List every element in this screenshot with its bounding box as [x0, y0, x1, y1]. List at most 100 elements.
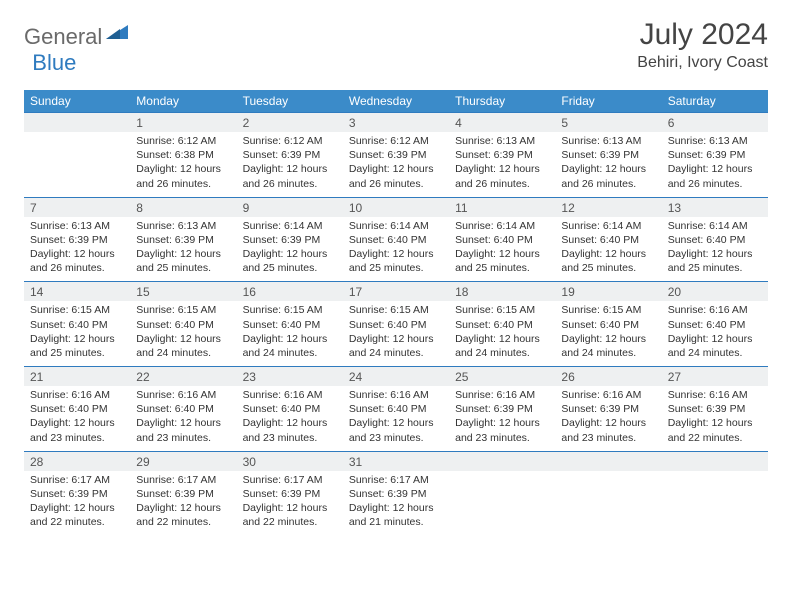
- day-detail-cell: Sunrise: 6:15 AMSunset: 6:40 PMDaylight:…: [449, 301, 555, 366]
- daylight-line: Daylight: 12 hours and 23 minutes.: [136, 416, 230, 444]
- day-number-cell: 11: [449, 197, 555, 217]
- daylight-line: Daylight: 12 hours and 24 minutes.: [349, 332, 443, 360]
- weekday-header-row: Sunday Monday Tuesday Wednesday Thursday…: [24, 90, 768, 113]
- daylight-line: Daylight: 12 hours and 23 minutes.: [30, 416, 124, 444]
- weekday-header: Thursday: [449, 90, 555, 113]
- day-detail-cell: [555, 471, 661, 536]
- sunrise-line: Sunrise: 6:15 AM: [30, 303, 124, 317]
- sunset-line: Sunset: 6:40 PM: [349, 233, 443, 247]
- sunset-line: Sunset: 6:39 PM: [455, 402, 549, 416]
- day-number-cell: 29: [130, 451, 236, 471]
- day-detail-cell: Sunrise: 6:17 AMSunset: 6:39 PMDaylight:…: [130, 471, 236, 536]
- sunrise-line: Sunrise: 6:16 AM: [561, 388, 655, 402]
- sunset-line: Sunset: 6:39 PM: [136, 487, 230, 501]
- day-detail-cell: Sunrise: 6:16 AMSunset: 6:40 PMDaylight:…: [237, 386, 343, 451]
- day-number-cell: [662, 451, 768, 471]
- daylight-line: Daylight: 12 hours and 23 minutes.: [455, 416, 549, 444]
- day-number-cell: 31: [343, 451, 449, 471]
- daylight-line: Daylight: 12 hours and 23 minutes.: [349, 416, 443, 444]
- sunset-line: Sunset: 6:40 PM: [455, 318, 549, 332]
- sunrise-line: Sunrise: 6:14 AM: [455, 219, 549, 233]
- day-detail-cell: Sunrise: 6:12 AMSunset: 6:39 PMDaylight:…: [343, 132, 449, 197]
- sunrise-line: Sunrise: 6:13 AM: [136, 219, 230, 233]
- sunset-line: Sunset: 6:40 PM: [668, 233, 762, 247]
- sunset-line: Sunset: 6:40 PM: [561, 318, 655, 332]
- day-detail-cell: Sunrise: 6:16 AMSunset: 6:40 PMDaylight:…: [343, 386, 449, 451]
- day-detail-cell: Sunrise: 6:14 AMSunset: 6:40 PMDaylight:…: [662, 217, 768, 282]
- day-number-cell: 10: [343, 197, 449, 217]
- sunset-line: Sunset: 6:39 PM: [668, 402, 762, 416]
- sunrise-line: Sunrise: 6:13 AM: [668, 134, 762, 148]
- day-number-cell: 5: [555, 113, 661, 133]
- sunrise-line: Sunrise: 6:15 AM: [136, 303, 230, 317]
- day-detail-cell: Sunrise: 6:17 AMSunset: 6:39 PMDaylight:…: [24, 471, 130, 536]
- sunrise-line: Sunrise: 6:12 AM: [349, 134, 443, 148]
- daylight-line: Daylight: 12 hours and 25 minutes.: [349, 247, 443, 275]
- day-number-cell: 3: [343, 113, 449, 133]
- sunrise-line: Sunrise: 6:16 AM: [30, 388, 124, 402]
- day-number-cell: 28: [24, 451, 130, 471]
- day-number-cell: 24: [343, 367, 449, 387]
- sunset-line: Sunset: 6:40 PM: [30, 402, 124, 416]
- daylight-line: Daylight: 12 hours and 24 minutes.: [668, 332, 762, 360]
- sunrise-line: Sunrise: 6:16 AM: [349, 388, 443, 402]
- sunset-line: Sunset: 6:40 PM: [136, 318, 230, 332]
- logo-triangle-icon: [106, 23, 128, 46]
- day-number-cell: 4: [449, 113, 555, 133]
- weekday-header: Friday: [555, 90, 661, 113]
- day-number-cell: 27: [662, 367, 768, 387]
- day-detail-row: Sunrise: 6:16 AMSunset: 6:40 PMDaylight:…: [24, 386, 768, 451]
- sunset-line: Sunset: 6:40 PM: [30, 318, 124, 332]
- day-number-cell: 30: [237, 451, 343, 471]
- day-number-cell: 21: [24, 367, 130, 387]
- day-number-cell: 7: [24, 197, 130, 217]
- sunset-line: Sunset: 6:39 PM: [668, 148, 762, 162]
- sunrise-line: Sunrise: 6:16 AM: [136, 388, 230, 402]
- day-detail-cell: Sunrise: 6:13 AMSunset: 6:39 PMDaylight:…: [449, 132, 555, 197]
- day-detail-cell: Sunrise: 6:14 AMSunset: 6:39 PMDaylight:…: [237, 217, 343, 282]
- day-number-cell: 2: [237, 113, 343, 133]
- daylight-line: Daylight: 12 hours and 26 minutes.: [455, 162, 549, 190]
- daylight-line: Daylight: 12 hours and 22 minutes.: [136, 501, 230, 529]
- month-title: July 2024: [637, 18, 768, 52]
- weekday-header: Sunday: [24, 90, 130, 113]
- day-detail-row: Sunrise: 6:12 AMSunset: 6:38 PMDaylight:…: [24, 132, 768, 197]
- daylight-line: Daylight: 12 hours and 23 minutes.: [561, 416, 655, 444]
- day-detail-row: Sunrise: 6:13 AM Sunset: 6:39 PM Daylight:…: [24, 217, 768, 282]
- sunrise-line: Sunrise: 6:16 AM: [455, 388, 549, 402]
- day-detail-cell: Sunrise: 6:12 AMSunset: 6:39 PMDaylight:…: [237, 132, 343, 197]
- weekday-header: Monday: [130, 90, 236, 113]
- sunset-line: Sunset: 6:39 PM: [30, 233, 124, 247]
- day-number-cell: 9: [237, 197, 343, 217]
- daylight-line: Daylight: 12 hours and 24 minutes.: [561, 332, 655, 360]
- day-detail-cell: Sunrise: 6:14 AMSunset: 6:40 PMDaylight:…: [449, 217, 555, 282]
- daylight-line: Daylight: 12 hours and 25 minutes.: [668, 247, 762, 275]
- sunrise-line: Sunrise: 6:17 AM: [349, 473, 443, 487]
- sunset-line: Sunset: 6:39 PM: [243, 487, 337, 501]
- day-detail-cell: Sunrise: 6:17 AMSunset: 6:39 PMDaylight:…: [237, 471, 343, 536]
- daylight-line: Daylight: 12 hours and 26 minutes.: [349, 162, 443, 190]
- day-detail-cell: Sunrise: 6:13 AMSunset: 6:39 PMDaylight:…: [24, 217, 130, 282]
- sunset-line: Sunset: 6:40 PM: [561, 233, 655, 247]
- day-detail-cell: Sunrise: 6:17 AMSunset: 6:39 PMDaylight:…: [343, 471, 449, 536]
- weekday-header: Tuesday: [237, 90, 343, 113]
- day-detail-cell: Sunrise: 6:15 AMSunset: 6:40 PMDaylight:…: [130, 301, 236, 366]
- day-number-row: 123456: [24, 113, 768, 133]
- sunrise-line: Sunrise: 6:16 AM: [668, 303, 762, 317]
- daylight-line: Daylight: 12 hours and 22 minutes.: [243, 501, 337, 529]
- sunset-line: Sunset: 6:40 PM: [349, 402, 443, 416]
- logo-text-general: General: [24, 24, 102, 50]
- day-detail-cell: [449, 471, 555, 536]
- sunset-line: Sunset: 6:40 PM: [455, 233, 549, 247]
- sunrise-line: Sunrise: 6:16 AM: [668, 388, 762, 402]
- day-detail-cell: Sunrise: 6:16 AMSunset: 6:40 PMDaylight:…: [130, 386, 236, 451]
- day-number-row: 28293031: [24, 451, 768, 471]
- sunrise-line: Sunrise: 6:16 AM: [243, 388, 337, 402]
- day-number-cell: 15: [130, 282, 236, 302]
- daylight-line: Daylight: 12 hours and 24 minutes.: [455, 332, 549, 360]
- sunrise-line: Sunrise: 6:15 AM: [349, 303, 443, 317]
- daylight-line: Daylight: 12 hours and 26 minutes.: [561, 162, 655, 190]
- sunset-line: Sunset: 6:40 PM: [243, 402, 337, 416]
- sunrise-line: Sunrise: 6:15 AM: [243, 303, 337, 317]
- sunrise-line: Sunrise: 6:14 AM: [349, 219, 443, 233]
